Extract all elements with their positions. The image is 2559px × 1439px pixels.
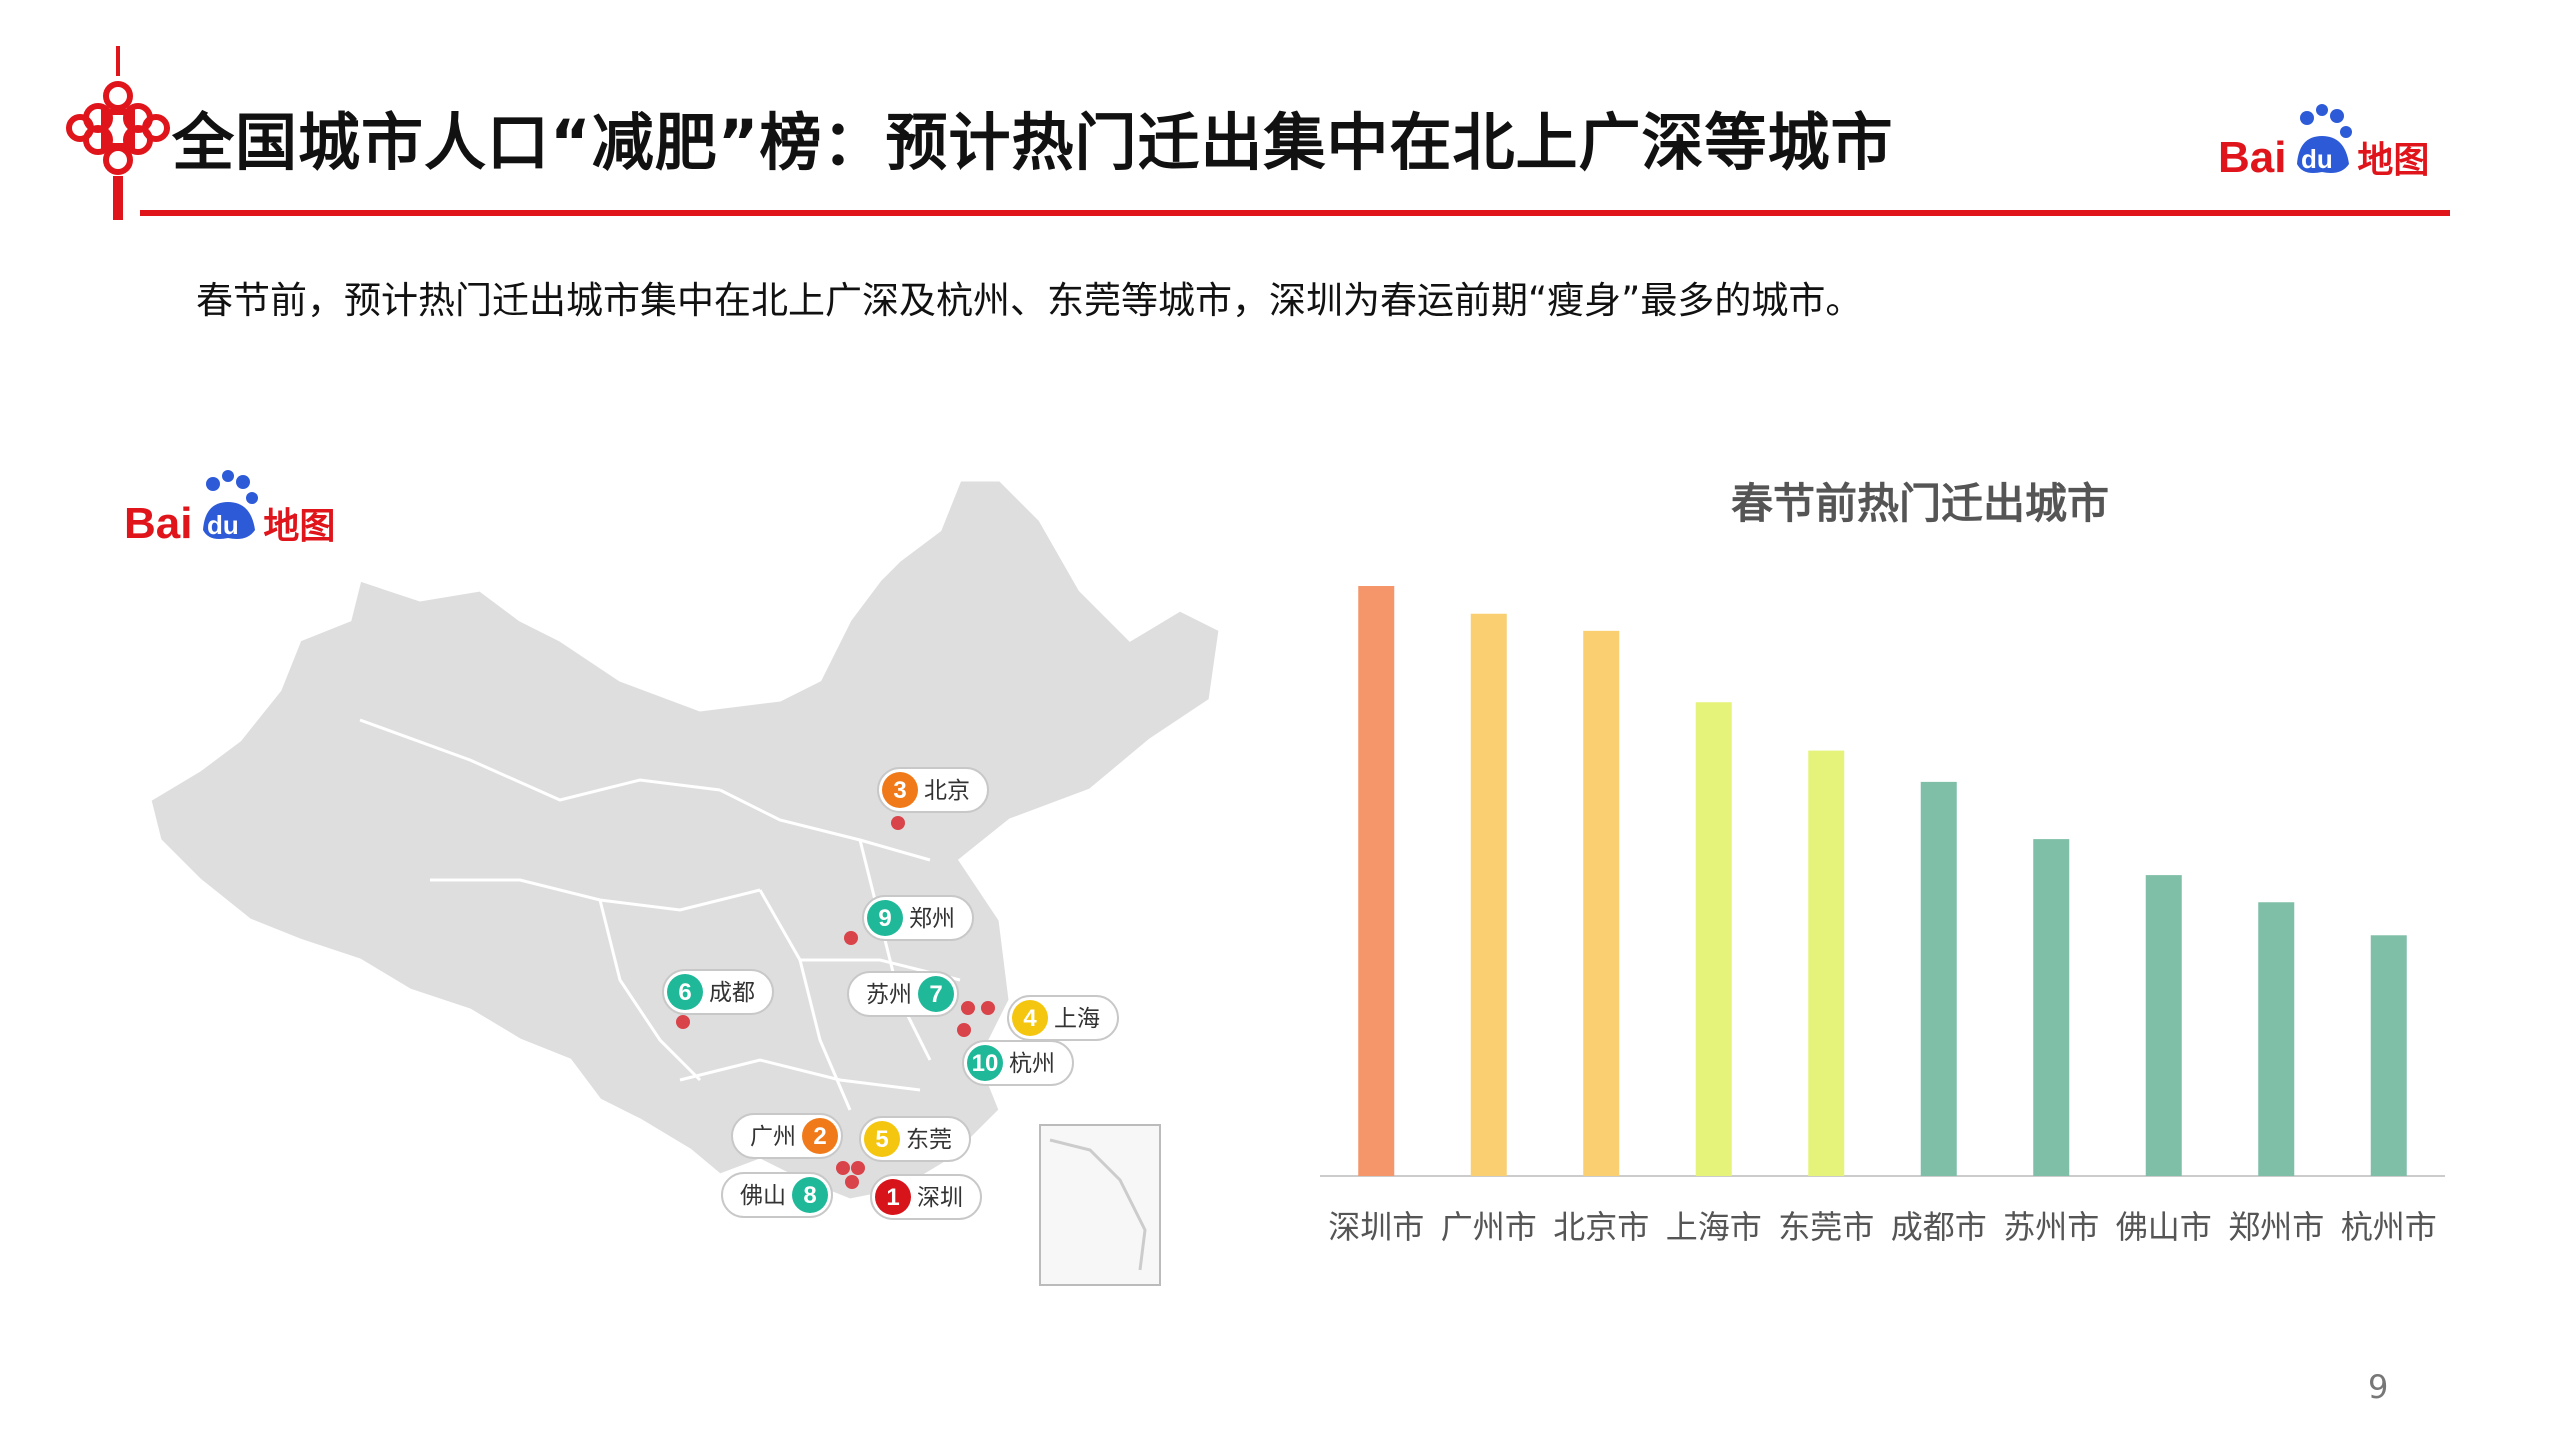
pin-badge — [918, 976, 954, 1012]
pin-city-label: 佛山 — [740, 1183, 786, 1209]
x-tick-label: 东莞市 — [1778, 1208, 1874, 1246]
bar-深圳市 — [1358, 586, 1395, 1176]
bar-北京市 — [1583, 630, 1620, 1176]
map-logo-du: du — [206, 510, 239, 540]
pin-city-label: 上海 — [1054, 1006, 1100, 1032]
province-border — [679, 1058, 921, 1092]
pin-badge — [864, 1121, 900, 1157]
map-pin-dots — [676, 816, 995, 1189]
pin-city-label: 杭州 — [1009, 1051, 1055, 1077]
pin-rank: 3 — [893, 777, 906, 804]
map-pin-佛山: 8 佛山 — [721, 1172, 833, 1218]
logo-ditu: 地图 — [2357, 139, 2430, 180]
pin-rank: 9 — [878, 905, 891, 932]
map-pin-郑州: 9 郑州 — [862, 895, 974, 941]
pin-rank: 8 — [803, 1182, 816, 1209]
map-pin-苏州: 7 苏州 — [847, 971, 959, 1017]
page-number: 9 — [2368, 1368, 2389, 1406]
chart-title: 春节前热门迁出城市 — [1730, 479, 2109, 528]
pin-rank: 6 — [678, 979, 691, 1006]
x-tick-label: 北京市 — [1553, 1208, 1649, 1246]
pin-city-label: 郑州 — [909, 906, 955, 932]
province-border — [858, 839, 932, 1061]
pin-city-label: 成都 — [709, 980, 755, 1006]
bar-佛山市 — [2145, 875, 2182, 1176]
pin-badge — [967, 1045, 1003, 1081]
pin-badge — [882, 772, 918, 808]
summary-text: 春节前，预计热门迁出城市集中在北上广深及杭州、东莞等城市，深圳为春运前期“瘦身”… — [196, 279, 1863, 322]
pin-rank: 2 — [813, 1123, 826, 1150]
map-logo-bai: Bai — [124, 499, 193, 548]
x-tick-label: 郑州市 — [2228, 1208, 2324, 1246]
pin-city-label: 深圳 — [917, 1185, 963, 1211]
bar-苏州市 — [2033, 839, 2070, 1176]
logo-du: du — [2300, 144, 2333, 174]
map-baidu-logo: Bai du 地图 — [124, 470, 336, 549]
pin-badge — [667, 974, 703, 1010]
pin-badge — [792, 1177, 828, 1213]
pin-city-label: 北京 — [924, 778, 970, 804]
bar-杭州市 — [2370, 935, 2407, 1176]
map-pin-广州: 2 广州 — [731, 1113, 843, 1159]
bar-广州市 — [1470, 613, 1507, 1176]
map-pin-上海: 4 上海 — [1007, 995, 1119, 1041]
chinese-knot-icon — [66, 46, 170, 220]
map-logo-ditu: 地图 — [263, 505, 336, 546]
map-pin-东莞: 5 东莞 — [859, 1116, 971, 1162]
map-pin-杭州: 10 杭州 — [962, 1040, 1074, 1086]
page-title: 全国城市人口“减肥”榜：预计热门迁出集中在北上广深等城市 — [172, 106, 1894, 179]
map-pin-北京: 3 北京 — [877, 767, 989, 813]
map-city-pins: 3 北京 9 郑州 6 成都 7 苏州 4 上海 10 杭州 2 广州 5 东莞 8 佛山 1 深圳 — [662, 767, 1119, 1220]
bar-上海市 — [1695, 702, 1732, 1176]
logo-paw-icon: du — [2291, 104, 2353, 180]
province-border — [758, 889, 852, 1111]
header-divider — [140, 210, 2450, 216]
map-pin-成都: 6 成都 — [662, 969, 774, 1015]
pin-rank: 5 — [875, 1126, 888, 1153]
province-border — [359, 718, 721, 802]
logo-bai: Bai — [2218, 133, 2287, 182]
pin-city-label: 东莞 — [906, 1127, 952, 1153]
pin-badge — [867, 900, 903, 936]
map-pin-深圳: 1 深圳 — [870, 1174, 982, 1220]
map-logo-paw-icon: du — [197, 470, 259, 546]
pin-rank: 4 — [1023, 1005, 1037, 1032]
pin-badge — [1012, 1000, 1048, 1036]
bar-东莞市 — [1808, 750, 1845, 1176]
x-tick-label: 上海市 — [1666, 1208, 1762, 1246]
south-sea-inset — [1039, 1124, 1161, 1286]
province-border — [598, 899, 702, 1082]
pin-rank: 1 — [886, 1184, 899, 1211]
x-tick-label: 广州市 — [1441, 1208, 1537, 1246]
pin-rank: 7 — [929, 981, 942, 1008]
bar-郑州市 — [2258, 902, 2295, 1176]
x-tick-label: 成都市 — [1891, 1208, 1987, 1246]
baidu-map-logo: Bai du 地图 — [2218, 104, 2430, 183]
province-border — [719, 788, 931, 862]
pin-badge — [802, 1118, 838, 1154]
china-mainland-shape — [148, 478, 1222, 1202]
x-tick-label: 苏州市 — [2003, 1208, 2099, 1246]
pin-city-label: 苏州 — [866, 982, 912, 1008]
pin-badge — [875, 1179, 911, 1215]
bar-成都市 — [1920, 781, 1957, 1176]
pin-city-label: 广州 — [750, 1124, 796, 1150]
x-tick-label: 杭州市 — [2341, 1208, 2437, 1246]
x-tick-label: 佛山市 — [2116, 1208, 2212, 1246]
pin-rank: 10 — [972, 1050, 999, 1077]
x-tick-label: 深圳市 — [1328, 1208, 1424, 1246]
